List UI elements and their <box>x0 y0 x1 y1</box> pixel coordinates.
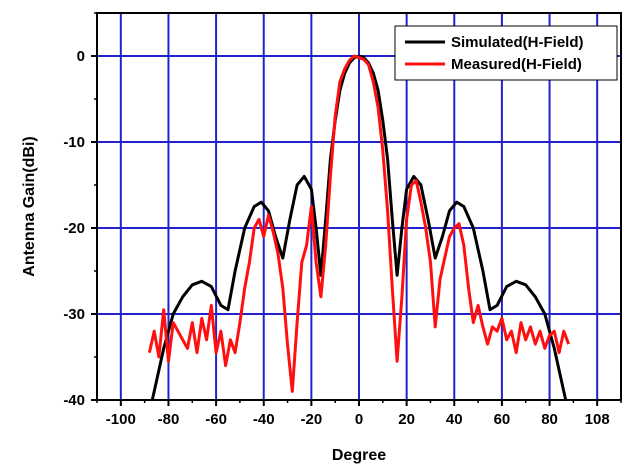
legend: Simulated(H-Field) Measured(H-Field) <box>394 25 618 81</box>
x-tick-label: 20 <box>398 411 415 428</box>
x-tick-label: -100 <box>106 411 136 428</box>
y-tick-label: -20 <box>63 220 85 237</box>
series-group <box>147 54 571 400</box>
x-tick-label: -60 <box>205 411 227 428</box>
x-tick-label: -40 <box>253 411 275 428</box>
y-tick-label: 0 <box>77 48 85 65</box>
x-tick-label: 0 <box>355 411 363 428</box>
x-tick-label: 60 <box>494 411 511 428</box>
x-tick-label: 80 <box>541 411 558 428</box>
x-tick-label: 108 <box>585 411 610 428</box>
series-line-simulated <box>150 54 568 400</box>
y-axis-title: Antenna Gain(dBi) <box>21 136 38 276</box>
axis-ticks: -100 -80 -60 -40 -20 0 20 40 60 80 108 0 -10 -20 -30 -4… <box>63 12 622 428</box>
y-tick-label: -30 <box>63 306 85 323</box>
legend-label-simulated: Simulated(H-Field) <box>451 34 584 51</box>
y-tick-label: -40 <box>63 392 85 409</box>
y-tick-label: -10 <box>63 134 85 151</box>
x-tick-label: -80 <box>158 411 180 428</box>
legend-label-measured: Measured(H-Field) <box>451 56 582 73</box>
series-line-measured <box>147 54 571 393</box>
x-axis-title: Degree <box>332 447 386 464</box>
x-tick-label: -20 <box>301 411 323 428</box>
x-tick-label: 40 <box>446 411 463 428</box>
legend-box <box>394 25 618 81</box>
